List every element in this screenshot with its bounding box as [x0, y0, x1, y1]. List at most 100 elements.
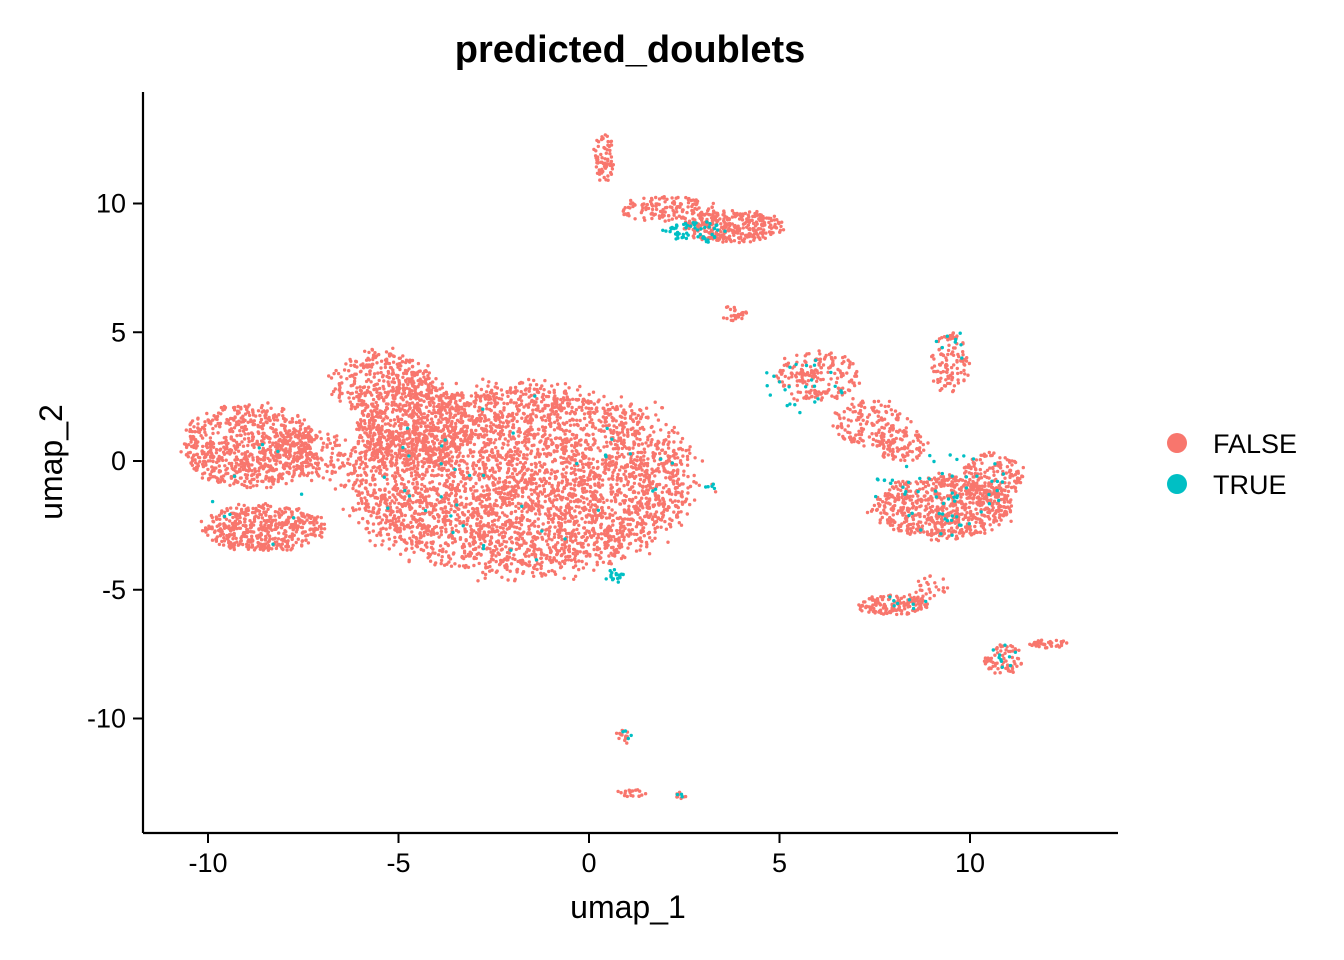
point	[195, 466, 199, 470]
point	[570, 449, 574, 453]
point	[302, 434, 306, 438]
point	[411, 535, 416, 539]
point	[524, 387, 528, 391]
point	[217, 470, 221, 474]
point	[594, 553, 598, 557]
point	[515, 541, 519, 545]
point	[294, 519, 298, 524]
point	[570, 409, 574, 413]
point	[195, 452, 199, 456]
point	[533, 489, 537, 494]
point	[605, 403, 609, 407]
point	[263, 538, 268, 542]
point	[427, 371, 431, 375]
point	[589, 494, 594, 498]
point	[296, 436, 300, 440]
point	[487, 380, 491, 384]
point	[543, 403, 547, 408]
point	[477, 561, 481, 566]
point	[401, 435, 405, 439]
point	[480, 412, 484, 416]
point	[652, 469, 656, 473]
point	[581, 566, 586, 570]
point	[681, 454, 685, 458]
point	[286, 506, 290, 511]
point	[647, 501, 651, 506]
point	[387, 537, 391, 541]
point	[550, 483, 554, 488]
point	[298, 424, 303, 428]
point	[582, 550, 586, 554]
point	[227, 539, 231, 543]
point	[278, 460, 282, 465]
point	[209, 443, 214, 448]
point	[251, 437, 255, 441]
point	[569, 486, 573, 491]
point	[464, 563, 468, 568]
point	[292, 444, 296, 448]
point	[300, 455, 304, 459]
point	[263, 543, 267, 547]
point	[354, 390, 359, 394]
point	[379, 370, 383, 375]
point	[397, 519, 401, 523]
point	[502, 401, 506, 405]
point	[518, 527, 522, 531]
point	[240, 452, 244, 456]
point	[228, 452, 232, 456]
point	[285, 541, 290, 546]
point	[430, 541, 435, 546]
point	[371, 529, 375, 533]
point	[620, 534, 624, 538]
point	[294, 443, 299, 447]
point	[293, 428, 297, 432]
point	[614, 465, 618, 469]
point	[216, 480, 221, 484]
point	[402, 438, 406, 442]
point	[408, 536, 412, 540]
point	[596, 532, 600, 537]
point	[222, 436, 226, 440]
point	[222, 539, 227, 543]
point	[296, 414, 300, 418]
point	[523, 471, 527, 476]
point	[428, 487, 432, 491]
point	[230, 545, 234, 549]
point	[635, 422, 640, 426]
point	[197, 430, 202, 435]
point	[412, 550, 416, 554]
point	[245, 485, 249, 490]
point	[432, 464, 436, 469]
point	[616, 472, 620, 477]
point	[234, 536, 238, 541]
point	[404, 358, 409, 362]
point	[280, 409, 284, 414]
point	[477, 478, 482, 482]
point	[264, 420, 268, 424]
point	[213, 529, 217, 533]
point	[303, 460, 308, 465]
point	[483, 534, 487, 539]
point	[215, 476, 219, 480]
point	[266, 543, 271, 548]
point	[411, 482, 415, 486]
point	[284, 461, 288, 465]
point	[450, 459, 454, 463]
point	[208, 476, 212, 480]
point	[682, 469, 686, 473]
point	[307, 515, 311, 519]
point	[296, 537, 300, 541]
point	[415, 466, 419, 470]
point	[607, 477, 611, 481]
point	[192, 453, 196, 457]
point	[232, 418, 236, 422]
point	[266, 401, 270, 405]
point	[369, 494, 373, 498]
point	[536, 524, 541, 529]
point	[651, 456, 656, 460]
point	[607, 423, 611, 428]
point	[540, 479, 544, 484]
point	[221, 458, 225, 463]
point	[209, 513, 214, 518]
point	[505, 390, 510, 395]
